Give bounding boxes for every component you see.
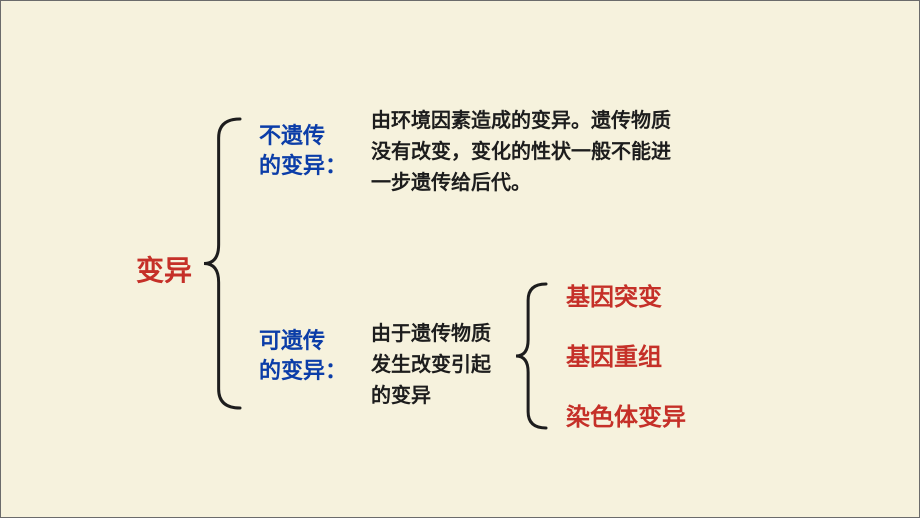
leaf-2: 基因重组 <box>566 337 662 372</box>
root-label: 变异 <box>136 249 192 289</box>
branch-desc-2: 由于遗传物质发生改变引起的变异 <box>371 319 491 412</box>
bracket-main <box>201 116 243 411</box>
branch-desc-1: 由环境因素造成的变异。遗传物质没有改变，变化的性状一般不能进一步遗传给后代。 <box>371 106 671 199</box>
branch-label-1: 不遗传的变异： <box>259 121 347 180</box>
leaf-3: 染色体变异 <box>566 397 686 432</box>
branch-label-2: 可遗传的变异： <box>259 326 347 385</box>
bracket-sub <box>513 281 549 431</box>
leaf-1: 基因突变 <box>566 277 662 312</box>
